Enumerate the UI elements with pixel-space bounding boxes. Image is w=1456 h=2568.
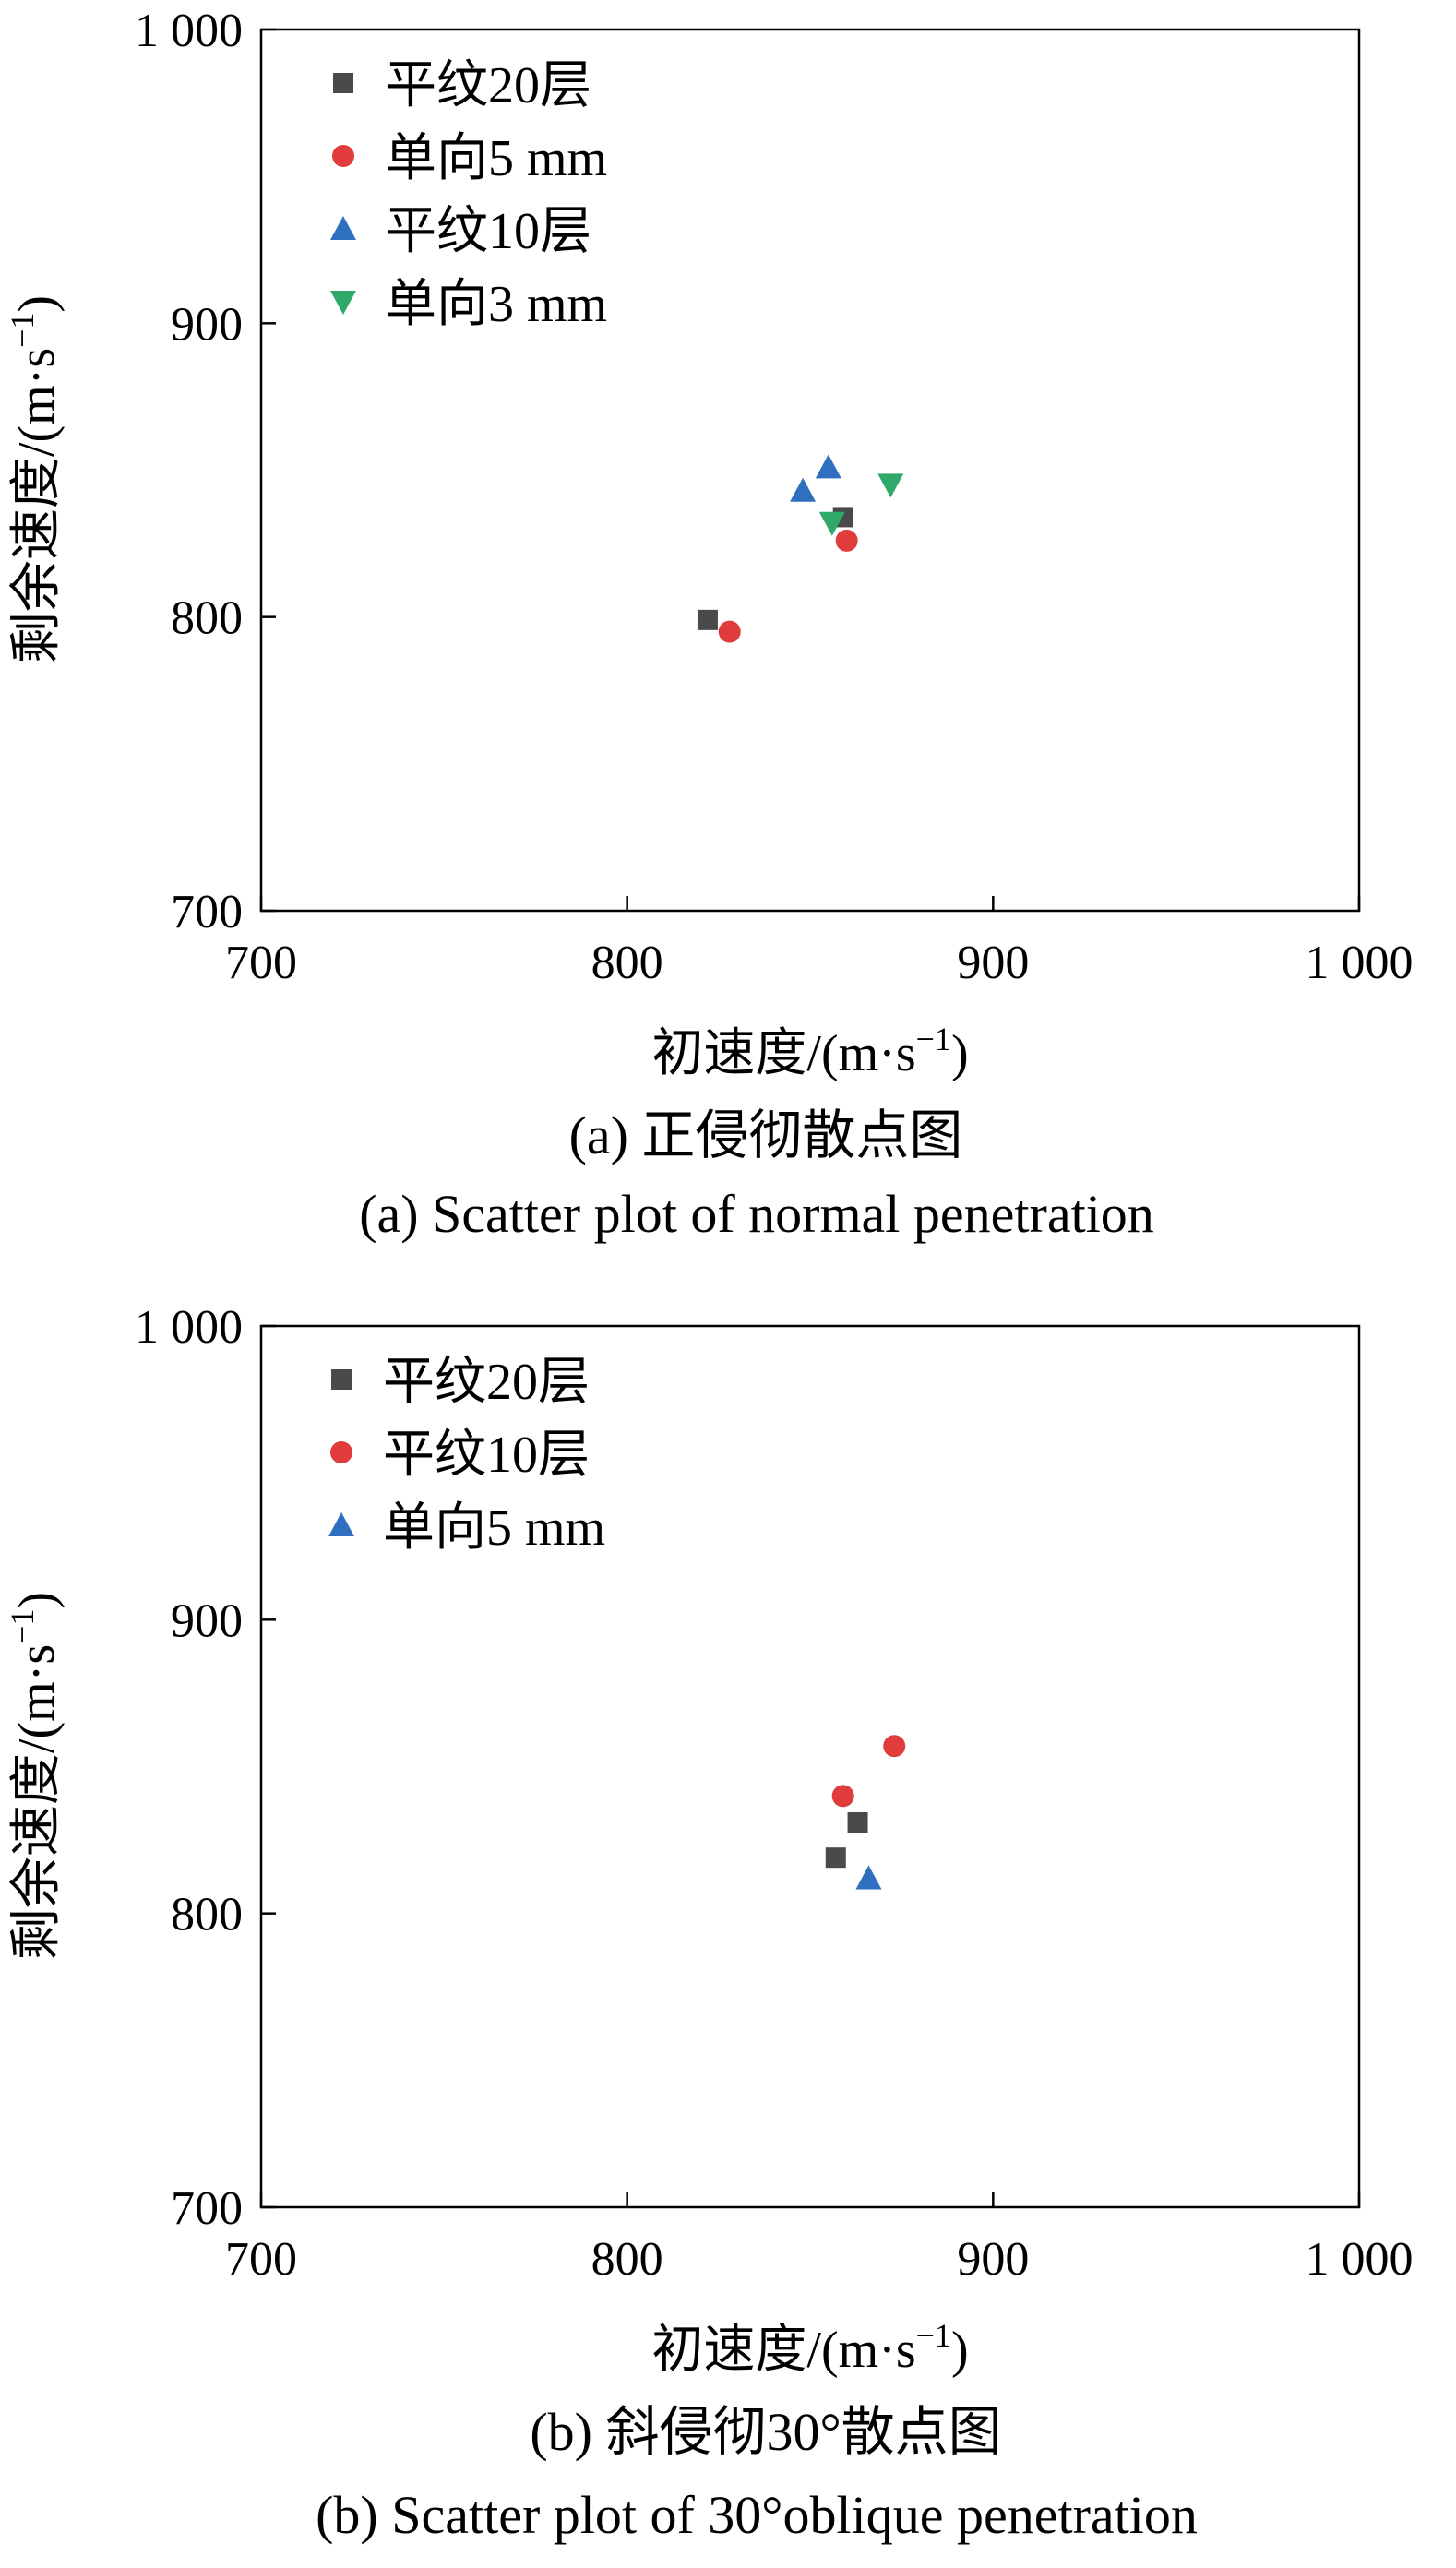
data-point-circle [718, 620, 741, 643]
y-axis-label: 剩余速度/(m·s−1) [4, 295, 66, 663]
x-axis-label: 初速度/(m·s−1) [651, 2317, 968, 2379]
legend-label: 平纹20层 [383, 1354, 590, 1411]
legend-label: 单向5 mm [385, 130, 607, 187]
legend-label: 单向3 mm [385, 276, 607, 333]
legend-marker-circle [330, 1441, 352, 1463]
x-axis-label: 初速度/(m·s−1) [651, 1021, 968, 1082]
chart-a-normal-penetration: 700 800 900 1 000 700 800 900 1 000 初速度/(m·s−1) 剩… [4, 5, 1414, 1244]
x-tick-label: 1 000 [1306, 937, 1414, 989]
x-tick-label: 800 [591, 937, 663, 989]
data-point-circle [883, 1735, 906, 1758]
plot-frame [259, 1324, 1361, 2209]
data-point-triangle_up [815, 454, 841, 479]
data-point-triangle_up [790, 477, 817, 502]
legend-label: 单向5 mm [383, 1499, 605, 1557]
data-point-triangle_down [818, 511, 845, 536]
caption-en: (b) Scatter plot of 30°oblique penetrati… [316, 2485, 1198, 2545]
data-point-triangle_down [877, 473, 904, 498]
y-tick-label: 700 [171, 886, 243, 938]
legend-marker-triangle_up [330, 216, 356, 240]
legend-marker-square [333, 73, 353, 93]
legend-label: 平纹10层 [383, 1427, 590, 1484]
caption-cn: (b) 斜侵彻30°散点图 [530, 2402, 1001, 2462]
y-axis-label: 剩余速度/(m·s−1) [4, 1592, 66, 1960]
chart-b-oblique-penetration: 700 800 900 1 000 700 800 900 1 000 初速度/(m·s−1) 剩… [4, 1301, 1414, 2545]
legend-label: 平纹10层 [385, 203, 591, 260]
caption-cn: (a) 正侵彻散点图 [569, 1105, 963, 1165]
y-tick-label: 800 [171, 592, 243, 645]
data-point-triangle_up [855, 1865, 882, 1890]
y-tick-label: 900 [171, 1595, 243, 1647]
legend-marker-triangle_up [328, 1512, 354, 1536]
legend-marker-triangle_down [330, 291, 356, 315]
data-point-square [847, 1811, 868, 1833]
data-point-square [697, 609, 718, 630]
y-tick-label: 1 000 [135, 5, 243, 57]
y-tick-label: 1 000 [135, 1301, 243, 1354]
legend-marker-square [331, 1369, 352, 1390]
legend-marker-circle [332, 145, 354, 167]
data-point-circle [831, 1785, 854, 1808]
x-tick-label: 900 [957, 937, 1029, 989]
caption-en: (a) Scatter plot of normal penetration [359, 1184, 1154, 1244]
y-tick-label: 800 [171, 1889, 243, 1941]
data-point-square [825, 1847, 846, 1869]
x-tick-label: 1 000 [1306, 2233, 1414, 2286]
y-tick-label: 900 [171, 298, 243, 351]
x-tick-label: 900 [957, 2233, 1029, 2286]
data-point-circle [835, 529, 858, 552]
legend-label: 平纹20层 [385, 57, 591, 114]
x-tick-label: 700 [225, 2233, 297, 2286]
y-tick-label: 700 [171, 2182, 243, 2235]
plot-frame [259, 28, 1361, 913]
x-tick-label: 700 [225, 937, 297, 989]
x-tick-label: 800 [591, 2233, 663, 2286]
